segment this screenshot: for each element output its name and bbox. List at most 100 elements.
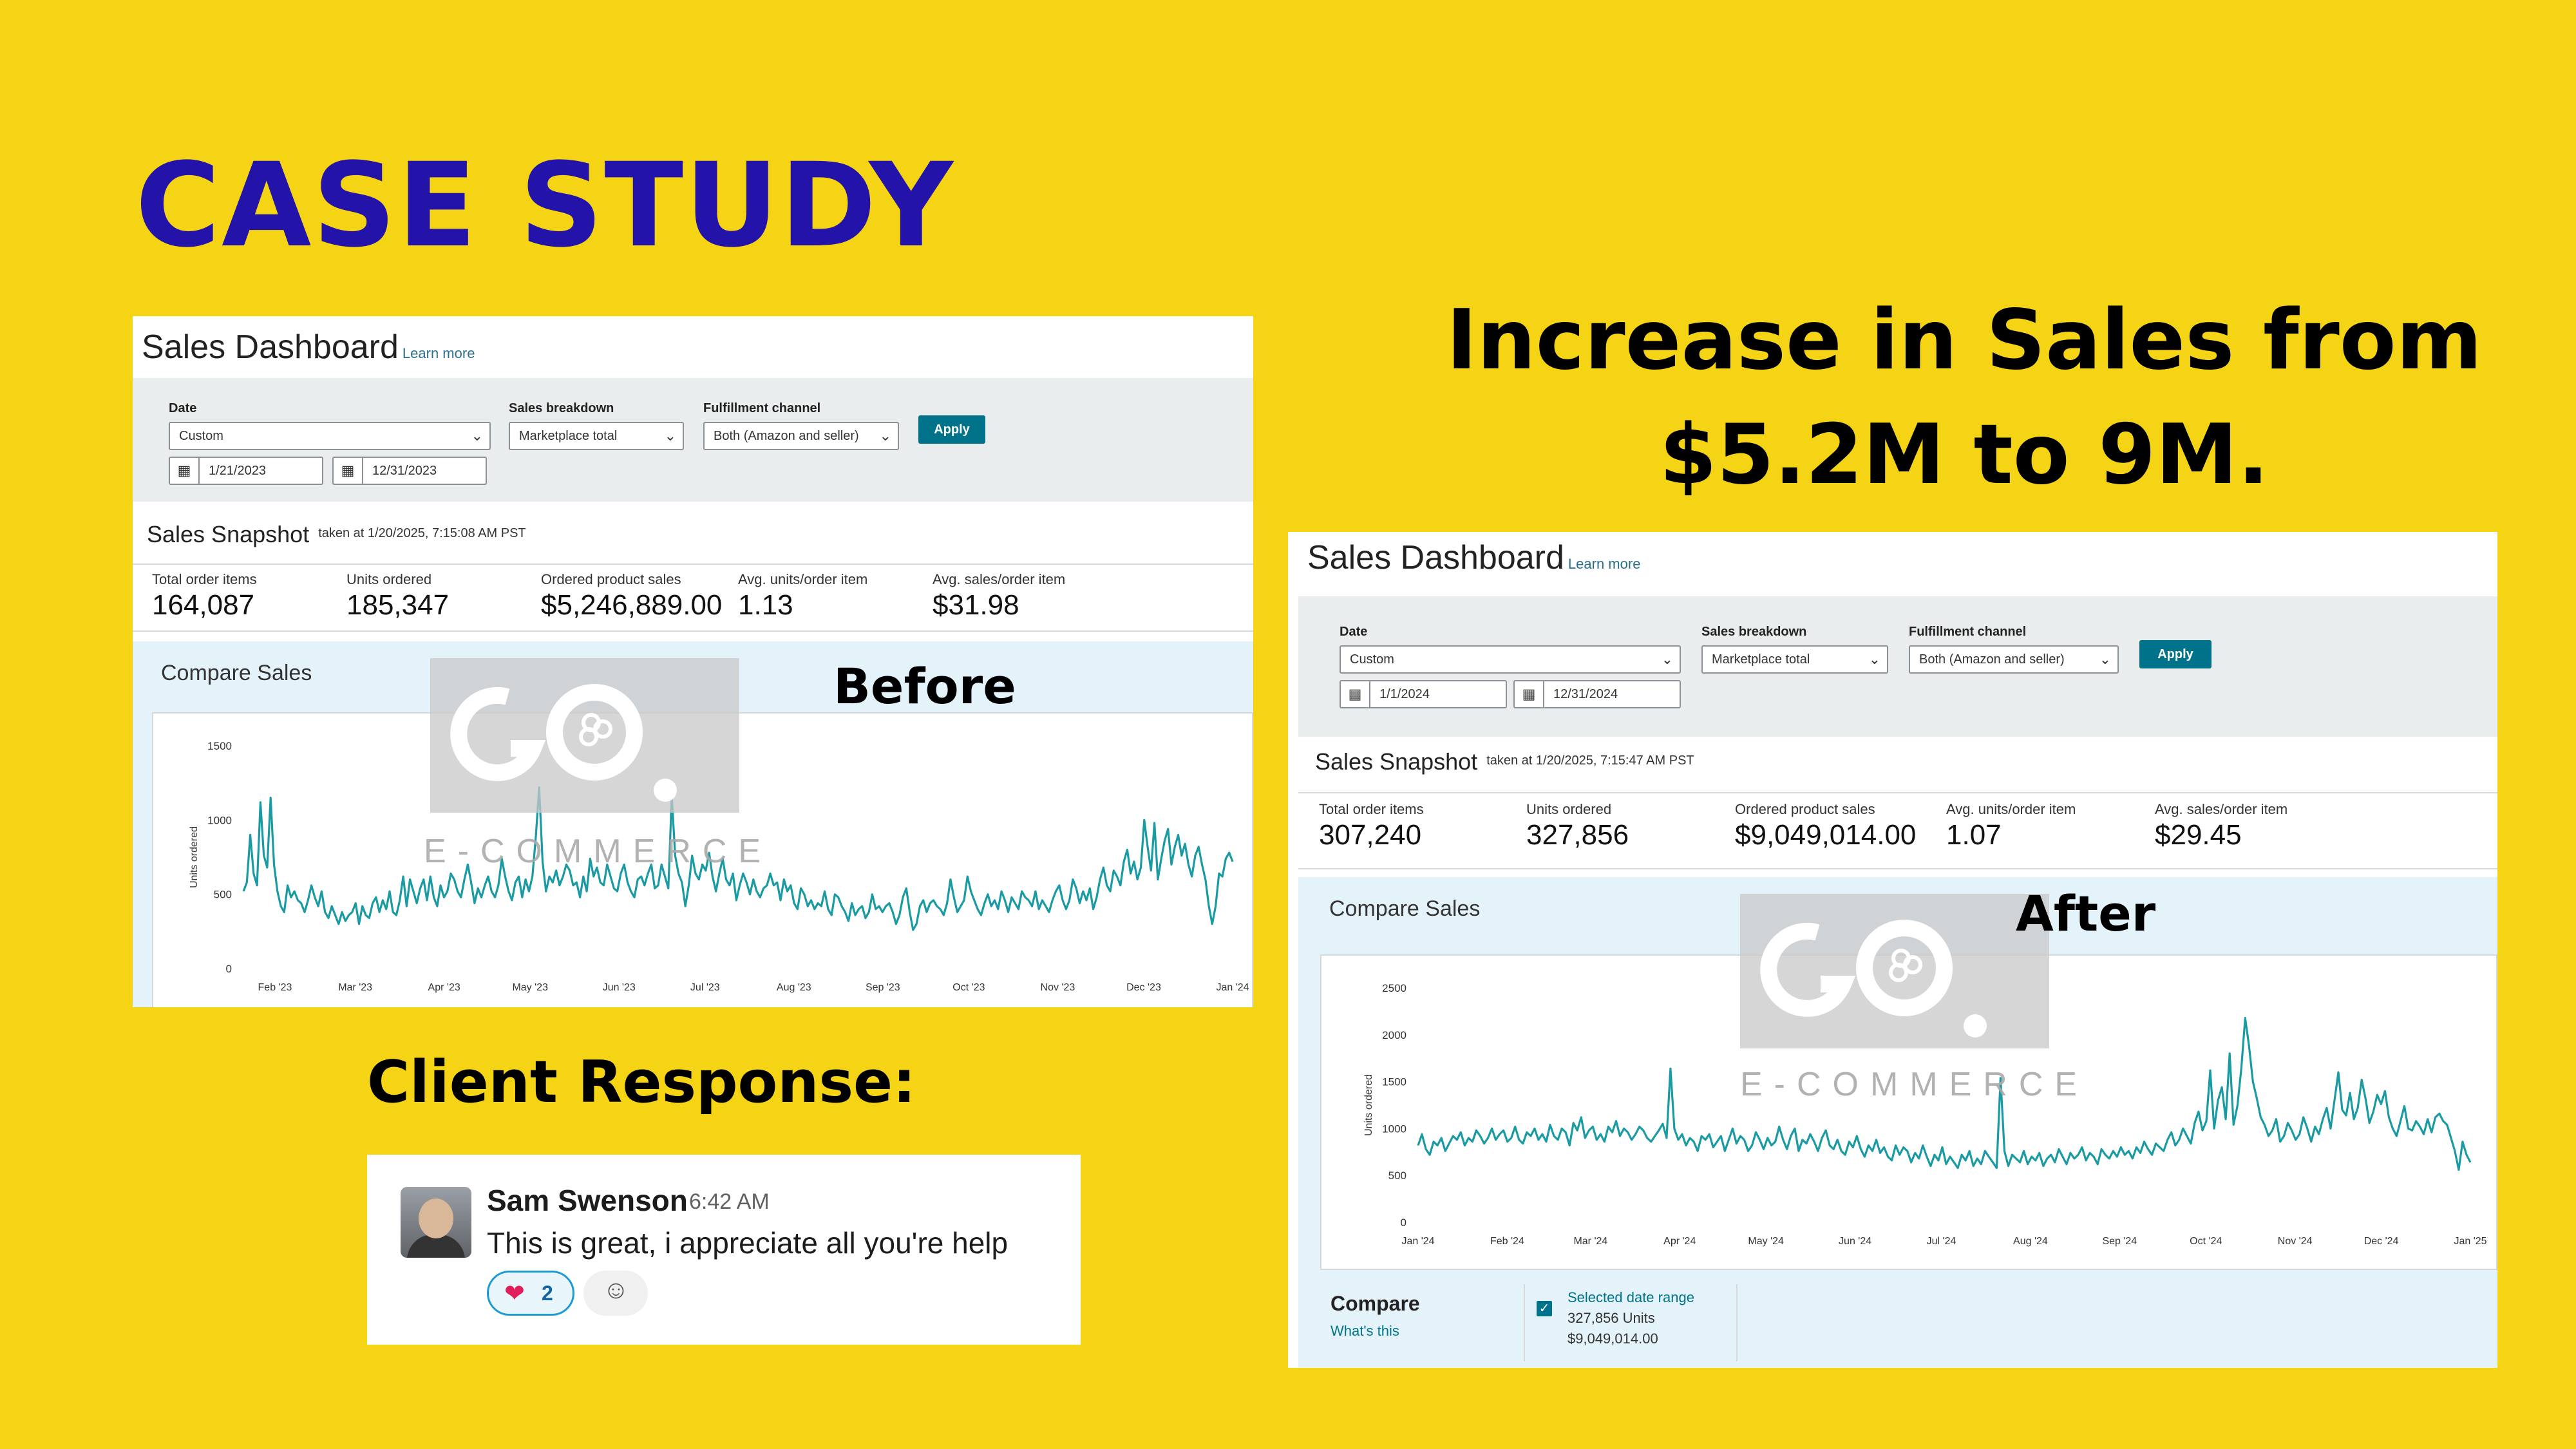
y-tick-label: 2500 [1382, 982, 1406, 994]
metric-value: 164,087 [152, 589, 255, 621]
divider [133, 630, 1253, 632]
metric-units-ordered: Units ordered 185,347 [346, 571, 449, 621]
snapshot-title-text: Sales Snapshot [147, 521, 310, 547]
series-line [242, 786, 1234, 931]
chevron-down-icon: ⌄ [664, 428, 676, 444]
x-tick-label: Feb '24 [1490, 1236, 1524, 1247]
y-tick-label: 1000 [207, 814, 232, 826]
metric-label: Avg. units/order item [738, 571, 868, 587]
sales-dashboard-before: Sales Dashboard Learn more Date Custom ⌄ ▦… [133, 316, 1253, 1007]
date-range-select[interactable]: Custom ⌄ [169, 422, 491, 450]
compare-sales-title: Compare Sales [161, 661, 312, 685]
page-heading: CASE STUDY [135, 138, 954, 273]
fulfillment-channel-select[interactable]: Both (Amazon and seller) ⌄ [703, 422, 899, 450]
calendar-icon: ▦ [1341, 681, 1370, 707]
x-tick-label: Jun '24 [1839, 1236, 1871, 1247]
series-units: 327,856 Units [1567, 1310, 1655, 1326]
metric-label: Avg. units/order item [1946, 801, 2076, 817]
x-tick-label: Aug '24 [2013, 1236, 2048, 1247]
selected-date-range-checkbox[interactable]: ✓ [1537, 1301, 1552, 1316]
x-tick-label: Feb '23 [258, 982, 292, 993]
date-range-select[interactable]: Custom ⌄ [1340, 645, 1681, 674]
y-tick-label: 500 [214, 889, 232, 901]
chart-frame: 0 500 1000 1500 Units ordered Feb '23 Mar '23 A… [152, 712, 1253, 1007]
x-tick-label: Jan '24 [1401, 1236, 1434, 1247]
x-tick-label: Jun '23 [603, 982, 636, 993]
metric-total-order-items: Total order items 164,087 [152, 571, 257, 621]
y-tick-label: 0 [226, 963, 232, 975]
x-tick-label: Jul '23 [690, 982, 720, 993]
sales-breakdown-select[interactable]: Marketplace total ⌄ [509, 422, 684, 450]
sender-name[interactable]: Sam Swenson [487, 1184, 688, 1217]
metric-value: 1.07 [1946, 819, 2002, 851]
metric-units-ordered: Units ordered 327,856 [1526, 801, 1629, 851]
metric-value: $9,049,014.00 [1735, 819, 1917, 851]
apply-button[interactable]: Apply [918, 415, 985, 444]
date-label: Date [169, 401, 197, 415]
divider [1524, 1284, 1525, 1361]
fulfillment-channel-select[interactable]: Both (Amazon and seller) ⌄ [1909, 645, 2119, 674]
metric-label: Units ordered [1526, 801, 1612, 817]
metric-label: Total order items [152, 571, 257, 587]
sales-breakdown-label: Sales breakdown [509, 401, 614, 415]
end-date-value: 12/31/2024 [1553, 687, 1618, 701]
learn-more-link[interactable]: Learn more [1567, 556, 1641, 572]
metric-label: Ordered product sales [1735, 801, 1875, 817]
series-line [1417, 1016, 2472, 1171]
snapshot-timestamp: taken at 1/20/2025, 7:15:08 AM PST [318, 526, 526, 540]
learn-more-link[interactable]: Learn more [402, 345, 475, 361]
metric-label: Units ordered [346, 571, 432, 587]
heart-reaction-button[interactable]: ❤ 2 [487, 1271, 574, 1316]
end-date-input[interactable]: ▦ 12/31/2023 [332, 457, 487, 485]
client-response-heading: Client Response: [367, 1048, 916, 1116]
date-range-value: Custom [179, 429, 223, 443]
x-tick-label: Jan '25 [2454, 1236, 2486, 1247]
chevron-down-icon: ⌄ [471, 428, 483, 444]
x-tick-label: Aug '23 [777, 982, 811, 993]
end-date-input[interactable]: ▦ 12/31/2024 [1513, 680, 1681, 708]
metric-avg-units-per-order-item: Avg. units/order item 1.07 [1946, 801, 2076, 851]
metric-total-order-items: Total order items 307,240 [1319, 801, 1424, 851]
start-date-input[interactable]: ▦ 1/1/2024 [1340, 680, 1507, 708]
divider [133, 564, 1253, 565]
watermark: E-COMMERCE [1740, 894, 2077, 1106]
dashboard-title-text: Sales Dashboard [142, 328, 399, 366]
metric-avg-sales-per-order-item: Avg. sales/order item $29.45 [2155, 801, 2287, 851]
start-date-value: 1/21/2023 [209, 464, 266, 478]
dashboard-title: Sales Dashboard Learn more [142, 328, 475, 366]
watermark-text: E-COMMERCE [424, 833, 773, 870]
apply-button[interactable]: Apply [2139, 640, 2211, 668]
message-timestamp: 6:42 AM [689, 1189, 770, 1214]
sales-breakdown-select[interactable]: Marketplace total ⌄ [1701, 645, 1888, 674]
date-range-value: Custom [1350, 652, 1394, 667]
y-axis-title: Units ordered [1363, 1074, 1374, 1136]
divider [1298, 792, 2497, 793]
y-tick-label: 1000 [1382, 1122, 1406, 1135]
sales-dashboard-after: Sales Dashboard Learn more Date Custom ⌄ ▦… [1288, 532, 2497, 1368]
metric-value: $5,246,889.00 [541, 589, 723, 621]
metric-value: $31.98 [933, 589, 1019, 621]
units-ordered-chart-after: 0 500 1000 1500 2000 2500 Units ordered Jan '24… [1363, 982, 2487, 1247]
watermark-logo-box [1740, 894, 2049, 1048]
chevron-down-icon: ⌄ [879, 428, 891, 444]
x-tick-label: Nov '23 [1041, 982, 1075, 993]
avatar [401, 1187, 471, 1258]
go-logo-icon [1760, 920, 1987, 1037]
divider [1298, 868, 2497, 869]
whats-this-link[interactable]: What's this [1331, 1323, 1399, 1339]
series-label: Selected date range [1567, 1289, 1694, 1305]
x-tick-label: Jan '24 [1216, 982, 1249, 993]
x-tick-label: Apr '24 [1663, 1236, 1696, 1247]
metric-avg-units-per-order-item: Avg. units/order item 1.13 [738, 571, 867, 621]
dashboard-title-text: Sales Dashboard [1307, 539, 1564, 576]
y-tick-label: 1500 [1382, 1076, 1406, 1088]
add-reaction-button[interactable]: ☺ [583, 1271, 648, 1316]
fulfillment-channel-label: Fulfillment channel [703, 401, 821, 415]
x-tick-label: Sep '24 [2102, 1236, 2137, 1247]
start-date-input[interactable]: ▦ 1/21/2023 [169, 457, 323, 485]
after-label: After [2016, 885, 2156, 942]
before-label: Before [833, 658, 1016, 715]
sales-snapshot-title: Sales Snapshot taken at 1/20/2025, 7:15:4… [1315, 748, 1694, 775]
metric-value: 185,347 [346, 589, 450, 621]
metric-value: 307,240 [1319, 819, 1422, 851]
